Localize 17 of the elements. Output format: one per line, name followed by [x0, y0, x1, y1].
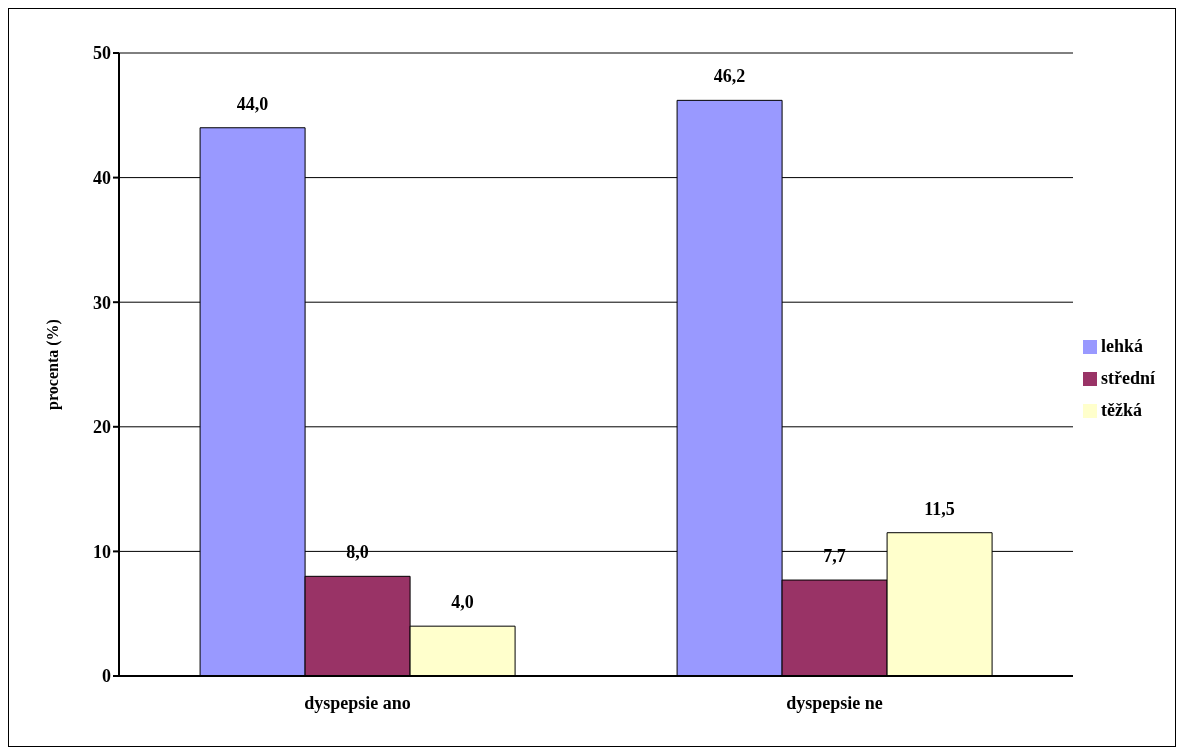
data-label: 7,7 — [823, 546, 846, 567]
x-tick-label: dyspepsie ano — [304, 692, 411, 713]
y-axis-title: procenta (%) — [43, 319, 62, 410]
y-tick-label: 30 — [93, 292, 111, 313]
y-tick-label: 40 — [93, 167, 111, 188]
data-label: 11,5 — [924, 498, 955, 519]
legend-label: střední — [1101, 367, 1155, 388]
y-tick-label: 10 — [93, 541, 111, 562]
data-label: 46,2 — [713, 66, 746, 87]
y-tick-label: 0 — [102, 666, 111, 687]
legend-label: těžká — [1101, 399, 1142, 420]
data-label: 44,0 — [236, 93, 269, 114]
y-tick-label: 20 — [93, 417, 111, 438]
legend-label: lehká — [1101, 335, 1144, 356]
data-label: 4,0 — [451, 592, 474, 613]
x-tick-label: dyspepsie ne — [786, 692, 883, 713]
y-tick-label: 50 — [93, 43, 111, 64]
